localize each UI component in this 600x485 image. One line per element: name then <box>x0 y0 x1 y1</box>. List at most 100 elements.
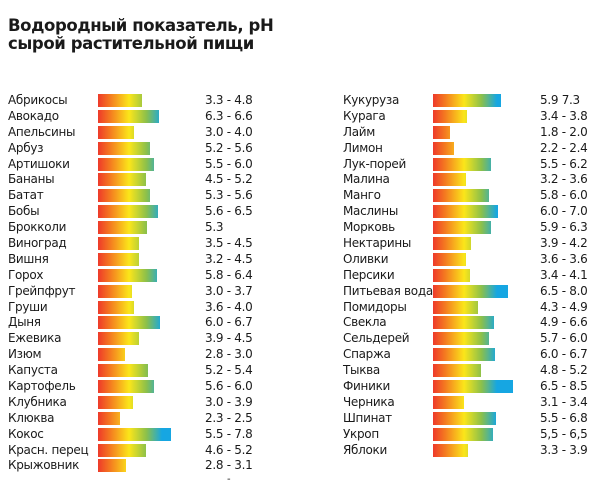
food-name: Яблоки <box>343 442 387 457</box>
table-row: Груши 3.6 - 4.0 <box>0 299 300 315</box>
ph-bar <box>433 300 479 314</box>
table-row: Грейпфрут 3.0 - 3.7 <box>0 283 300 299</box>
ph-value: 6.0 - 6.7 <box>205 315 253 330</box>
food-name: Клюква <box>8 410 55 425</box>
table-row: Лимон 2.2 - 2.4 <box>336 140 600 156</box>
food-name: Абрикосы <box>8 93 68 107</box>
ph-value: 4.8 - 5.2 <box>540 363 588 378</box>
table-row: Лайм 1.8 - 2.0 <box>336 124 600 140</box>
ph-value: 5,5 - 6,5 <box>540 426 588 441</box>
food-name: Персики <box>343 267 395 282</box>
table-row: Апельсины 3.0 - 4.0 <box>0 124 300 140</box>
food-name: Горох <box>8 267 44 282</box>
food-name: Шпинат <box>343 410 392 425</box>
ph-value: 3.2 - 4.5 <box>205 251 253 266</box>
food-name: Помидоры <box>343 299 407 314</box>
food-name: Красн. перец <box>8 442 89 457</box>
chart-title: Водородный показатель, pH сырой растител… <box>8 16 274 53</box>
ph-bar <box>433 252 466 266</box>
table-row: Клубника 3.0 - 3.9 <box>0 394 300 410</box>
ph-bar <box>98 237 140 251</box>
ph-value: 6.3 - 6.6 <box>205 108 253 123</box>
food-name: Бобы <box>8 204 40 219</box>
ph-value: 3.5 - 4.5 <box>205 236 253 251</box>
ph-value: 5.2 - 5.4 <box>205 363 253 378</box>
ph-bar <box>98 427 171 441</box>
ph-value: 3.4 - 4.1 <box>540 267 588 282</box>
food-name: Финики <box>343 379 391 394</box>
food-name: Оливки <box>343 251 389 266</box>
table-row: Укроп 5,5 - 6,5 <box>336 426 600 442</box>
ph-bar <box>98 189 150 203</box>
ph-bar <box>98 205 159 219</box>
food-name: Нектарины <box>343 236 412 251</box>
table-row: Авокадо 6.3 - 6.6 <box>0 108 300 124</box>
food-name: Лимон <box>343 140 383 155</box>
table-row: Яблоки 3.3 - 3.9 <box>336 442 600 458</box>
ph-bar <box>98 284 132 298</box>
ph-bar <box>98 125 135 139</box>
ph-bar <box>433 332 489 346</box>
table-row: Кукуруза 5.9 7.3 <box>336 92 600 108</box>
table-row: Помидоры 4.3 - 4.9 <box>336 299 600 315</box>
table-row: Кокос 5.5 - 7.8 <box>0 426 300 442</box>
food-name: Лук-порей <box>343 156 406 171</box>
ph-value: 3.9 - 4.5 <box>205 331 253 346</box>
food-name: Крыжовник <box>8 458 80 473</box>
ph-value: 1.8 - 2.0 <box>540 124 588 139</box>
food-name: Артишоки <box>8 156 70 171</box>
food-name: Брокколи <box>8 220 67 235</box>
ph-value: 2.8 - 3.1 <box>205 458 253 473</box>
table-row: Крыжовник 2.8 - 3.1 <box>0 457 300 473</box>
ph-value: 3.0 - 3.7 <box>205 283 253 298</box>
table-row: Шпинат 5.5 - 6.8 <box>336 410 600 426</box>
food-name: Манго <box>343 188 381 203</box>
ph-value: 4.9 - 6.6 <box>540 315 588 330</box>
food-name: Питьевая вода <box>343 283 433 298</box>
table-row: Нектарины 3.9 - 4.2 <box>336 235 600 251</box>
food-name: Бананы <box>8 172 55 187</box>
table-row: Батат 5.3 - 5.6 <box>0 187 300 203</box>
ph-bar <box>433 316 495 330</box>
food-name: Виноград <box>8 236 67 251</box>
ph-bar <box>433 395 464 409</box>
ph-bar <box>433 221 492 235</box>
footer-mark: - <box>227 474 231 485</box>
ph-bar <box>98 141 150 155</box>
food-name: Вишня <box>8 251 49 266</box>
ph-value: 6.5 - 8.5 <box>540 379 588 394</box>
table-row: Дыня 6.0 - 6.7 <box>0 314 300 330</box>
ph-bar <box>433 364 481 378</box>
food-name: Укроп <box>343 426 379 441</box>
food-name: Ежевика <box>8 331 62 346</box>
ph-value: 5.2 - 5.6 <box>205 140 253 155</box>
table-row: Арбуз 5.2 - 5.6 <box>0 140 300 156</box>
food-name: Кокос <box>8 426 44 441</box>
food-name: Капуста <box>8 363 58 378</box>
food-name: Сельдерей <box>343 331 410 346</box>
ph-bar <box>433 237 472 251</box>
ph-bar <box>433 157 491 171</box>
ph-bar <box>98 332 140 346</box>
ph-value: 3.2 - 3.6 <box>540 172 588 187</box>
ph-value: 4.6 - 5.2 <box>205 442 253 457</box>
food-name: Лайм <box>343 124 376 139</box>
food-name: Маслины <box>343 204 398 219</box>
food-name: Батат <box>8 188 44 203</box>
ph-bar <box>98 94 143 107</box>
table-row: Манго 5.8 - 6.0 <box>336 187 600 203</box>
table-row: Клюква 2.3 - 2.5 <box>0 410 300 426</box>
table-row: Абрикосы 3.3 - 4.8 <box>0 92 300 108</box>
ph-value: 5.8 - 6.0 <box>540 188 588 203</box>
table-row: Артишоки 5.5 - 6.0 <box>0 156 300 172</box>
ph-bar <box>433 443 469 457</box>
ph-value: 3.0 - 4.0 <box>205 124 253 139</box>
ph-bar <box>433 411 497 425</box>
title-line-1: Водородный показатель, pH <box>8 16 274 35</box>
table-row: Ежевика 3.9 - 4.5 <box>0 330 300 346</box>
ph-bar <box>433 141 455 155</box>
ph-value: 5.9 7.3 <box>540 93 580 107</box>
ph-bar <box>98 109 160 123</box>
ph-value: 3.9 - 4.2 <box>540 236 588 251</box>
table-row: Питьевая вода 6.5 - 8.0 <box>336 283 600 299</box>
